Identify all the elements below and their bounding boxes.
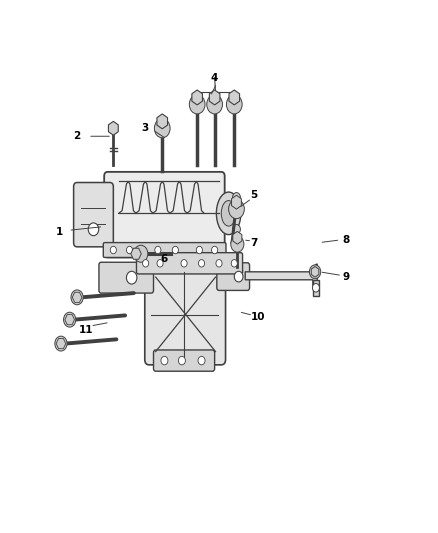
Circle shape <box>207 95 223 114</box>
FancyBboxPatch shape <box>217 263 250 290</box>
Circle shape <box>196 246 202 254</box>
Polygon shape <box>245 264 317 288</box>
Text: 4: 4 <box>211 73 218 83</box>
Circle shape <box>143 260 149 267</box>
FancyBboxPatch shape <box>74 182 113 247</box>
Polygon shape <box>313 280 318 296</box>
Circle shape <box>110 246 117 254</box>
Circle shape <box>309 265 321 279</box>
Circle shape <box>178 357 185 365</box>
Circle shape <box>172 246 178 254</box>
FancyBboxPatch shape <box>137 253 243 274</box>
Ellipse shape <box>216 192 241 235</box>
Circle shape <box>198 357 205 365</box>
Circle shape <box>64 312 76 327</box>
FancyBboxPatch shape <box>99 262 153 293</box>
Circle shape <box>181 260 187 267</box>
Circle shape <box>71 290 83 305</box>
Text: 2: 2 <box>74 131 81 141</box>
Circle shape <box>127 246 133 254</box>
Circle shape <box>231 236 244 252</box>
Text: 11: 11 <box>78 325 93 335</box>
Circle shape <box>127 271 137 284</box>
Circle shape <box>198 260 205 267</box>
Ellipse shape <box>233 224 240 234</box>
Circle shape <box>231 260 237 267</box>
Circle shape <box>88 223 99 236</box>
Text: 5: 5 <box>250 190 258 200</box>
Ellipse shape <box>233 192 240 202</box>
Circle shape <box>229 199 244 219</box>
Text: 10: 10 <box>251 312 265 322</box>
FancyBboxPatch shape <box>153 350 215 371</box>
Circle shape <box>189 95 205 114</box>
Circle shape <box>134 245 148 262</box>
FancyBboxPatch shape <box>104 172 225 257</box>
Circle shape <box>155 246 161 254</box>
Circle shape <box>157 260 163 267</box>
Circle shape <box>216 260 222 267</box>
Text: 1: 1 <box>56 227 63 237</box>
Circle shape <box>312 284 319 292</box>
Circle shape <box>234 271 243 282</box>
Circle shape <box>226 95 242 114</box>
Ellipse shape <box>221 200 236 226</box>
FancyBboxPatch shape <box>103 243 226 257</box>
Circle shape <box>55 336 67 351</box>
Circle shape <box>161 357 168 365</box>
Text: 9: 9 <box>342 272 349 282</box>
Text: 6: 6 <box>161 254 168 263</box>
Circle shape <box>212 246 218 254</box>
Text: 7: 7 <box>250 238 258 247</box>
Text: 3: 3 <box>141 123 148 133</box>
Circle shape <box>154 119 170 138</box>
FancyBboxPatch shape <box>145 261 226 365</box>
Text: 8: 8 <box>342 235 349 245</box>
